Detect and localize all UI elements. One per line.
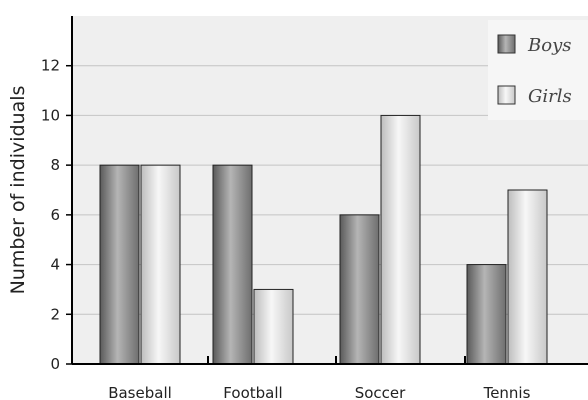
y-axis-title: Number of individuals bbox=[7, 86, 29, 295]
bar-girls-tennis bbox=[507, 189, 548, 365]
bar-girls-soccer bbox=[380, 114, 421, 365]
bar-girls-baseball bbox=[140, 164, 181, 365]
y-tick-label: 8 bbox=[50, 156, 60, 174]
y-tick-label: 4 bbox=[50, 256, 60, 274]
legend-swatch-boys bbox=[497, 34, 516, 54]
x-tick-label-soccer: Soccer bbox=[355, 384, 406, 400]
y-tick-label: 6 bbox=[50, 206, 60, 224]
x-tick-label-tennis: Tennis bbox=[483, 384, 531, 400]
labels: 0 2 4 6 8 10 12 Baseball Football Soccer Tennis bbox=[41, 57, 531, 400]
x-tick-label-football: Football bbox=[223, 384, 282, 400]
y-tick-label: 2 bbox=[50, 305, 60, 323]
axes bbox=[66, 16, 588, 365]
bar-girls-football bbox=[253, 288, 294, 365]
y-tick-label: 0 bbox=[50, 355, 60, 373]
legend-swatch-girls bbox=[497, 85, 516, 105]
legend: Boys Girls bbox=[488, 20, 588, 120]
bar-boys-tennis bbox=[466, 264, 507, 365]
x-tick-label-baseball: Baseball bbox=[108, 384, 172, 400]
y-tick-label: 10 bbox=[41, 106, 60, 124]
legend-label-boys: Boys bbox=[527, 35, 571, 56]
y-tick-label: 12 bbox=[41, 57, 60, 75]
bar-boys-soccer bbox=[339, 214, 380, 365]
bars bbox=[99, 114, 548, 365]
bar-boys-football bbox=[212, 164, 253, 365]
bar-boys-baseball bbox=[99, 164, 140, 365]
legend-label-girls: Girls bbox=[528, 86, 572, 107]
